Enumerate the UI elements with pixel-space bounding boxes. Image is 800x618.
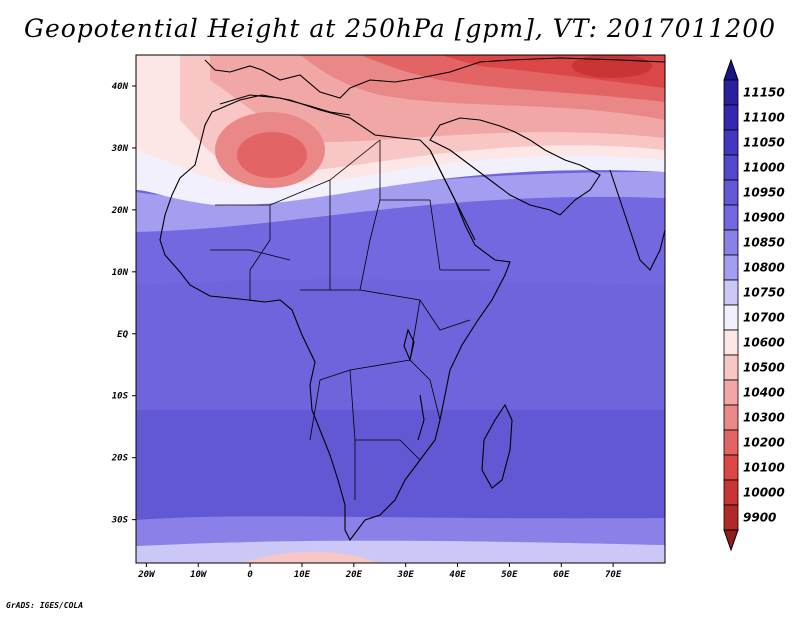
arabia-coastline xyxy=(429,117,601,216)
lat-tick-label: EQ xyxy=(117,330,128,340)
legend-label: 10900 xyxy=(743,211,785,225)
latitude-axis: 40N 30N 20N 10N EQ 10S 20S 30S xyxy=(111,82,136,526)
legend-label: 10000 xyxy=(743,486,785,500)
legend-arrow-bottom xyxy=(723,529,739,552)
legend-swatch xyxy=(723,129,739,156)
legend-label: 10850 xyxy=(743,236,785,250)
lat-tick-label: 20N xyxy=(111,206,129,216)
legend-label: 10600 xyxy=(743,336,785,350)
field-band-10500-south xyxy=(240,551,380,563)
lat-tick-label: 40N xyxy=(112,82,129,92)
software-credit: GrADS: IGES/COLA xyxy=(6,601,84,610)
longitude-axis: 20W 10W 0 10E 20E 30E 40E 50E 60E 70E xyxy=(137,563,622,580)
legend-label: 9900 xyxy=(743,511,776,525)
legend-label: 10750 xyxy=(743,286,785,300)
lat-tick-label: 10S xyxy=(112,392,129,402)
field-band-10950 xyxy=(136,410,665,520)
legend-swatch xyxy=(723,454,739,481)
field-band-10200-cell xyxy=(237,132,307,178)
europe-coastline xyxy=(204,57,665,99)
india-coastline xyxy=(609,169,665,271)
lon-tick-label: 70E xyxy=(605,570,622,580)
legend-label: 10950 xyxy=(743,186,785,200)
legend-label: 10500 xyxy=(743,361,785,375)
legend-swatch xyxy=(723,479,739,506)
legend-swatch xyxy=(723,354,739,381)
lon-tick-label: 20E xyxy=(345,570,363,580)
legend-arrow-top xyxy=(723,58,739,81)
coastlines xyxy=(159,57,665,542)
legend-swatch xyxy=(723,329,739,356)
legend-label: 11150 xyxy=(743,86,785,100)
lat-tick-label: 30N xyxy=(111,144,129,154)
lon-tick-label: 10W xyxy=(190,570,208,580)
lon-tick-label: 60E xyxy=(553,570,570,580)
map-frame xyxy=(135,54,666,564)
legend-label: 11100 xyxy=(743,111,785,125)
legend-swatch xyxy=(723,154,739,181)
mediterranean-coast xyxy=(219,94,351,116)
field-band-10000-cell xyxy=(572,55,652,78)
legend-label: 11000 xyxy=(743,161,785,175)
legend-swatch xyxy=(723,79,739,106)
field-band-10800 xyxy=(136,171,665,232)
lon-tick-label: 50E xyxy=(501,570,518,580)
lon-tick-label: 40E xyxy=(449,570,466,580)
legend-swatch xyxy=(723,304,739,331)
red-sea-coast xyxy=(429,149,476,241)
lakes xyxy=(403,328,425,441)
legend-label: 11050 xyxy=(743,136,785,150)
legend-swatch xyxy=(723,279,739,306)
legend-label: 10200 xyxy=(743,436,785,450)
height-field xyxy=(136,55,665,563)
lon-tick-label: 10E xyxy=(294,570,311,580)
madagascar-coastline xyxy=(481,403,513,489)
field-band-10750-south xyxy=(136,540,665,563)
legend-swatch xyxy=(723,379,739,406)
legend-label: 10300 xyxy=(743,411,785,425)
field-band-10850-south xyxy=(136,516,665,546)
lon-tick-label: 20W xyxy=(137,570,156,580)
color-legend: 11150 11100 11050 11000 10950 10900 10850 10800… xyxy=(723,58,785,552)
lat-tick-label: 30S xyxy=(111,516,129,526)
legend-label: 10800 xyxy=(743,261,785,275)
lat-tick-label: 20S xyxy=(111,454,129,464)
legend-label: 10700 xyxy=(743,311,785,325)
lat-tick-label: 10N xyxy=(112,268,129,278)
country-borders xyxy=(210,139,490,500)
legend-swatch xyxy=(723,204,739,231)
legend-label: 10400 xyxy=(743,386,785,400)
legend-swatch xyxy=(723,504,739,531)
legend-swatch xyxy=(723,429,739,456)
lon-tick-label: 0 xyxy=(247,570,253,580)
legend-label: 10100 xyxy=(743,461,785,475)
legend-swatch xyxy=(723,229,739,256)
lon-tick-label: 30E xyxy=(397,570,415,580)
legend-swatch xyxy=(723,254,739,281)
legend-swatch xyxy=(723,404,739,431)
legend-swatch xyxy=(723,104,739,131)
legend-swatch xyxy=(723,179,739,206)
map-title: Geopotential Height at 250hPa [gpm], VT:… xyxy=(23,14,777,43)
